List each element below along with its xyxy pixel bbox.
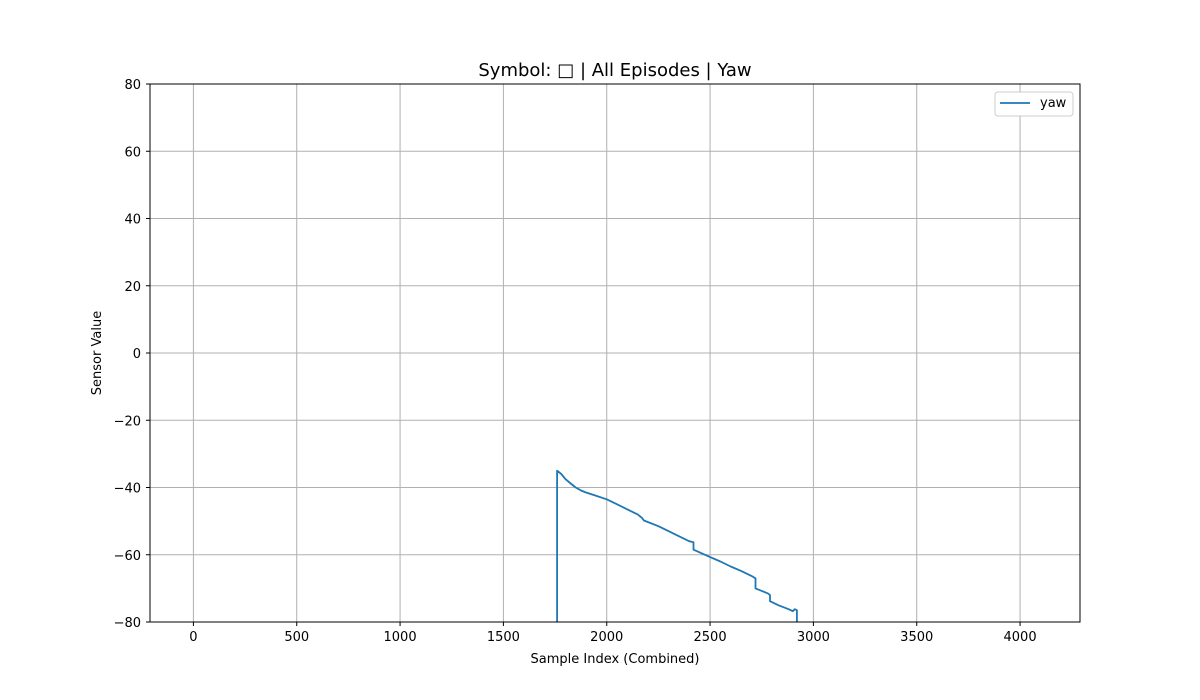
x-tick-label: 2000 (590, 630, 623, 645)
x-tick-label: 3500 (900, 630, 933, 645)
legend: yaw (994, 91, 1074, 117)
grid (150, 83, 1080, 623)
ticks: 0 500 1000 1500 2000 2500 3000 3500 4000 −80 −60 −4… (114, 78, 1037, 645)
y-tick-label: −20 (114, 414, 141, 429)
y-tick-label: −60 (114, 549, 141, 564)
series-layer (556, 469, 798, 622)
y-tick-label: 40 (124, 213, 141, 228)
x-axis-title: Sample Index (Combined) (531, 652, 700, 667)
x-tick-label: 3000 (797, 630, 830, 645)
y-tick-label: 20 (124, 280, 141, 295)
x-tick-label: 1500 (487, 630, 520, 645)
legend-label-yaw: yaw (1040, 96, 1067, 111)
y-axis-title: Sensor Value (90, 311, 105, 395)
series-line-yaw (556, 469, 798, 622)
y-tick-label: −80 (114, 616, 141, 631)
y-tick-label: 80 (124, 78, 141, 93)
chart-title: Symbol: □ | All Episodes | Yaw (478, 60, 751, 81)
x-tick-label: 1000 (384, 630, 417, 645)
x-tick-label: 2500 (694, 630, 727, 645)
y-tick-label: −40 (114, 482, 141, 497)
y-tick-label: 60 (124, 145, 141, 160)
x-tick-label: 0 (189, 630, 197, 645)
legend-box (994, 91, 1074, 117)
x-tick-label: 4000 (1004, 630, 1037, 645)
x-tick-label: 500 (284, 630, 309, 645)
y-tick-label: 0 (133, 347, 141, 362)
